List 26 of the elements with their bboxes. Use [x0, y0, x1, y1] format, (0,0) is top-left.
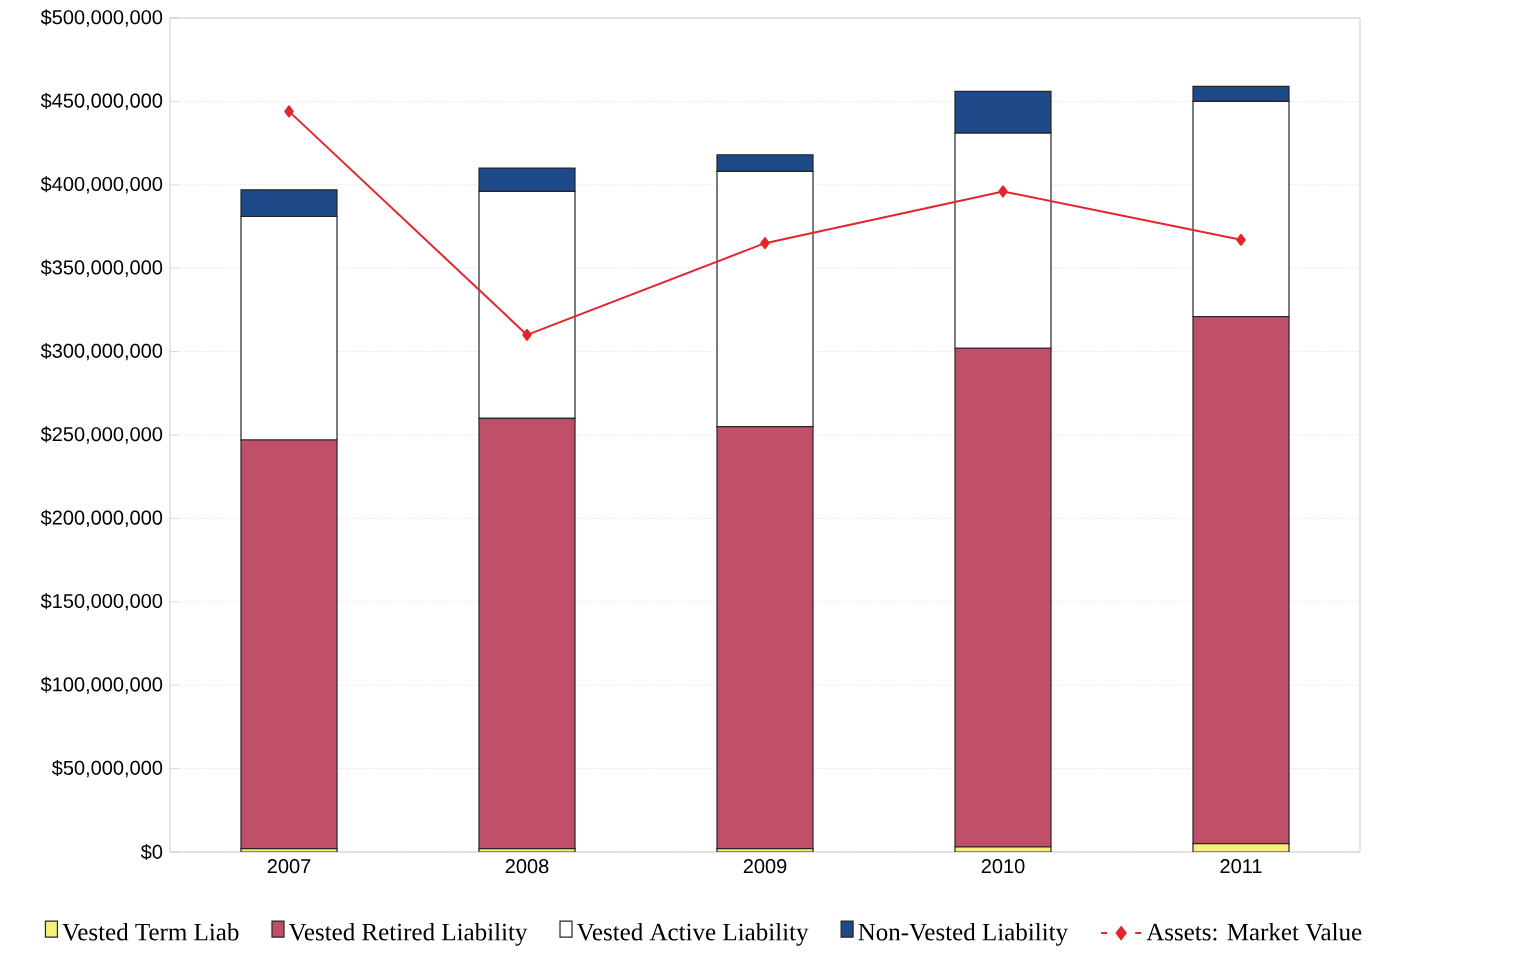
legend-label: Vested Term Liab [62, 922, 239, 941]
x-tick-label: 2007 [267, 859, 311, 874]
legend-label: Vested Retired Liability [288, 922, 528, 946]
x-tick-label: 2008 [505, 859, 549, 874]
point [998, 185, 1008, 198]
y-tick-label: $450,000,000 [40, 92, 163, 111]
point [284, 105, 294, 118]
y-tick-label: $50,000,000 [51, 759, 163, 778]
x-tick-label: 2009 [743, 859, 787, 874]
point [760, 237, 770, 250]
x-tick-label: 2011 [1220, 859, 1262, 874]
y-tick-label: $0 [140, 843, 163, 861]
point [522, 328, 532, 341]
y-tick-label: $250,000,000 [40, 426, 163, 444]
y-tick-label: $400,000,000 [40, 176, 163, 194]
legend-label: Non-Vested Liability [858, 922, 1068, 946]
y-tick-label: $350,000,000 [40, 259, 163, 277]
x-tick-label: 2010 [981, 859, 1025, 874]
y-tick-label: $200,000,000 [40, 509, 163, 528]
legend-label: Assets: Market Value [1146, 922, 1362, 941]
y-tick-label: $100,000,000 [40, 676, 163, 694]
point [1236, 233, 1246, 246]
y-tick-label: $500,000,000 [40, 9, 163, 27]
y-tick-label: $300,000,000 [40, 342, 163, 361]
legend-label: Vested Active Liability [576, 922, 809, 946]
y-tick-label: $150,000,000 [40, 593, 163, 611]
